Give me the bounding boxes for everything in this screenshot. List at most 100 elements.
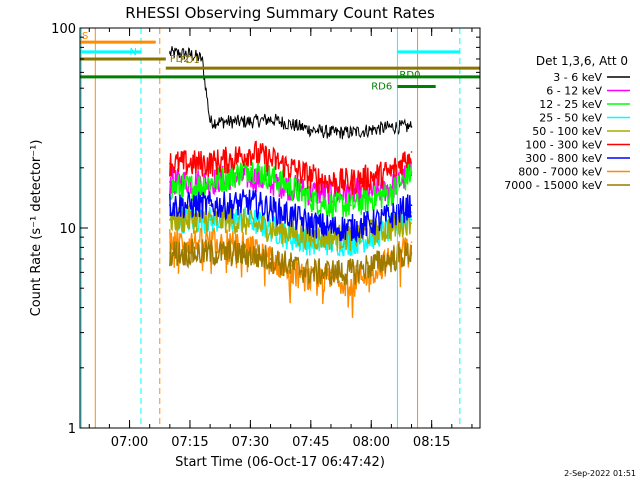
data-point	[189, 53, 191, 55]
flag-label-fd2: FD2	[170, 54, 190, 65]
flag-label-rd0: RD0	[399, 70, 420, 81]
data-point	[310, 236, 312, 238]
data-point	[390, 126, 393, 128]
data-point	[350, 204, 352, 207]
data-point	[289, 215, 292, 217]
legend-label-50-100-kev: 50 - 100 keV	[532, 125, 602, 138]
data-point	[269, 258, 272, 260]
data-point	[269, 158, 272, 161]
x-tick-label: 07:15	[171, 435, 208, 450]
data-point	[249, 120, 252, 123]
data-point	[390, 191, 393, 194]
data-point	[410, 218, 413, 221]
legend-label-6-12-kev: 6 - 12 keV	[546, 85, 602, 98]
flag-label-s: S	[82, 31, 88, 42]
data-point	[169, 186, 171, 188]
chart-title: RHESSI Observing Summary Count Rates	[125, 4, 435, 22]
data-point	[370, 197, 373, 200]
data-point	[189, 252, 191, 254]
data-point	[330, 271, 332, 274]
data-point	[229, 158, 232, 161]
data-point	[310, 128, 312, 131]
data-point	[330, 191, 332, 194]
y-axis-label: Count Rate (s⁻¹ detector⁻¹)	[29, 140, 44, 317]
data-point	[410, 151, 413, 153]
data-point	[201, 58, 203, 60]
data-point	[410, 171, 413, 174]
data-point	[169, 252, 171, 254]
data-point	[169, 181, 171, 183]
series-50-100-kev	[169, 205, 413, 251]
series-300-800-kev	[169, 189, 413, 243]
data-point	[229, 252, 232, 254]
data-point	[410, 241, 413, 243]
data-point	[209, 120, 211, 123]
data-point	[410, 204, 413, 207]
data-point	[410, 126, 413, 128]
x-tick-label: 07:45	[292, 435, 329, 450]
y-tick-label: 1	[68, 422, 76, 437]
data-point	[350, 181, 352, 183]
data-point	[249, 201, 252, 203]
data-point	[289, 186, 292, 188]
series-layer	[169, 46, 413, 318]
x-tick-label: 08:15	[413, 435, 450, 450]
data-point	[209, 204, 211, 207]
data-point	[330, 236, 332, 238]
data-point	[229, 176, 232, 178]
data-point	[269, 207, 272, 210]
y-tick-label: 10	[59, 222, 76, 237]
y-tick-label: 100	[51, 22, 76, 37]
data-point	[249, 151, 252, 153]
data-point	[350, 227, 352, 229]
legend-label-300-800-kev: 300 - 800 keV	[525, 152, 602, 165]
data-point	[289, 231, 292, 234]
data-point	[350, 271, 352, 274]
data-point	[410, 252, 413, 254]
data-point	[249, 222, 252, 225]
legend-label-100-300-kev: 100 - 300 keV	[525, 139, 602, 152]
data-point	[350, 279, 352, 281]
data-point	[350, 131, 352, 134]
data-point	[269, 118, 272, 120]
data-point	[209, 181, 211, 183]
data-point	[169, 204, 171, 207]
x-axis-label: Start Time (06-Oct-17 06:47:42)	[175, 455, 385, 470]
data-point	[229, 218, 232, 221]
data-point	[330, 204, 332, 207]
legend-label-12-25-kev: 12 - 25 keV	[539, 98, 602, 111]
data-point	[390, 215, 393, 217]
series-3-6-kev	[169, 46, 413, 140]
data-point	[269, 176, 272, 178]
data-point	[289, 166, 292, 169]
data-point	[169, 218, 171, 221]
data-point	[390, 258, 393, 260]
legend-label-7000-15000-kev: 7000 - 15000 keV	[504, 179, 602, 192]
data-point	[289, 264, 292, 267]
data-point	[189, 218, 191, 221]
data-point	[370, 264, 373, 267]
date-stamp: 2-Sep-2022 01:51	[564, 469, 636, 478]
data-point	[249, 166, 252, 169]
data-point	[310, 191, 312, 194]
x-tick-label: 07:00	[111, 435, 148, 450]
legend-header: Det 1,3,6, Att 0	[536, 54, 628, 68]
legend-label-800-7000-kev: 800 - 7000 keV	[518, 166, 602, 179]
data-point	[330, 131, 332, 134]
data-point	[249, 254, 252, 257]
series-12-25-kev	[169, 158, 413, 221]
data-point	[169, 52, 171, 54]
data-point	[310, 176, 312, 178]
data-point	[370, 191, 373, 194]
data-point	[209, 218, 211, 221]
data-point	[310, 222, 312, 225]
data-point	[370, 176, 373, 178]
x-tick-label: 07:30	[232, 435, 269, 450]
data-point	[209, 162, 211, 165]
data-point	[269, 227, 272, 229]
data-point	[229, 204, 232, 207]
data-point	[229, 120, 232, 123]
data-point	[189, 241, 191, 243]
